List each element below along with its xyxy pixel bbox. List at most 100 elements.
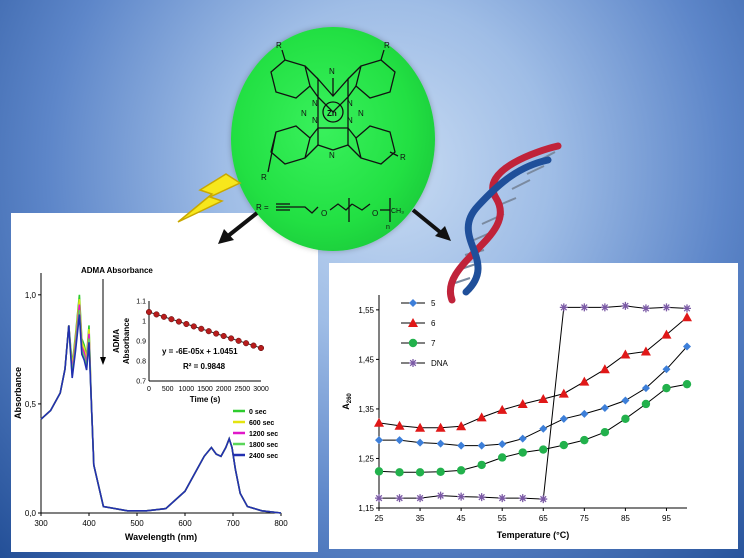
melt-point — [436, 439, 445, 448]
melt-point — [435, 422, 446, 432]
melt-series-line — [379, 346, 688, 447]
inset-y-axis-label: Absorbance — [122, 317, 131, 364]
dna-helix-icon — [446, 142, 562, 304]
melt-x-tick-label: 35 — [416, 514, 425, 523]
melt-point — [539, 495, 548, 504]
melt-y-tick-label: 1,35 — [358, 405, 374, 414]
arrow-left-icon — [218, 211, 259, 244]
o-label-1: O — [321, 209, 327, 218]
melt-point — [409, 299, 417, 307]
inset-x-tick-label: 2000 — [216, 386, 232, 393]
melt-x-axis-label: Temperature (°C) — [497, 530, 569, 540]
melt-y-tick-label: 1,15 — [358, 504, 374, 513]
inset-x-tick-label: 3000 — [253, 386, 269, 393]
melt-point — [416, 494, 425, 503]
melt-point — [408, 338, 418, 348]
melt-point — [600, 303, 609, 312]
inset-point — [235, 337, 242, 344]
melt-point — [375, 436, 383, 445]
inset-x-tick-label: 1000 — [179, 386, 195, 393]
melt-legend-label: DNA — [431, 359, 449, 368]
melt-x-tick-label: 85 — [621, 514, 630, 523]
substituent-prefix: R = — [256, 203, 269, 212]
inset-point — [183, 320, 190, 328]
abs-x-tick-label: 300 — [34, 519, 48, 528]
r-label-1: R — [276, 41, 282, 50]
melt-point — [374, 467, 384, 476]
absorbance-panel: 300 400 500 600 700 800 0,0 0,5 1,0 Wavelength (n… — [11, 213, 318, 552]
melt-series-line — [379, 305, 688, 500]
melt-point — [408, 318, 418, 327]
inset-fit-line — [148, 311, 262, 349]
melt-series-line — [378, 316, 688, 429]
n-label-2: N — [329, 151, 335, 160]
melt-x-tick-label: 65 — [539, 514, 548, 523]
inset-point — [190, 323, 197, 330]
melt-point — [661, 329, 672, 339]
n-label-4: N — [347, 99, 353, 108]
melt-point — [415, 422, 426, 432]
melt-series-line — [378, 383, 688, 473]
n-label-7: N — [301, 109, 307, 118]
adma-annotation: ADMA Absorbance — [81, 266, 153, 275]
fit-r-squared: R² = 0.9848 — [183, 362, 226, 371]
o-label-2: O — [372, 209, 378, 218]
melt-point — [640, 346, 651, 356]
melting-chart: 25 35 45 55 65 75 85 951,151,251,351,451,55Temp… — [341, 295, 692, 540]
melt-point — [621, 414, 630, 424]
melt-point — [579, 376, 590, 386]
melt-point — [600, 403, 609, 412]
abs-y-axis-label: Absorbance — [13, 367, 23, 419]
r-label-3: R — [261, 173, 267, 182]
n-label-8: N — [358, 109, 364, 118]
melt-point — [394, 420, 405, 430]
inset-y-tick-label: 0.9 — [136, 339, 146, 346]
melt-point — [395, 494, 404, 503]
molecule-ellipse — [231, 27, 435, 251]
melt-point — [416, 438, 425, 447]
inset-point — [250, 342, 257, 349]
melt-y-tick-label: 1,55 — [358, 306, 374, 315]
melt-point — [457, 441, 466, 450]
melt-point — [456, 421, 467, 431]
inset-y-tick-label: 1 — [142, 319, 146, 326]
inset-point — [220, 332, 227, 340]
abs-legend-label: 600 sec — [249, 420, 274, 427]
inset-y-tick-label: 0.8 — [136, 359, 146, 366]
melt-point — [662, 365, 671, 374]
melt-point — [662, 383, 671, 393]
inset-point — [168, 316, 175, 323]
n-label-6: N — [347, 116, 353, 125]
melt-point — [518, 448, 527, 457]
melt-x-tick-label: 95 — [662, 514, 671, 523]
melt-point — [409, 359, 417, 367]
decay-arrow-head — [100, 357, 106, 365]
inset-x-tick-label: 2500 — [235, 386, 251, 393]
inset-point — [145, 308, 153, 316]
melting-panel: 25 35 45 55 65 75 85 95 1,15 1,25 1,35 1,45 1,55 Temp… — [329, 263, 738, 549]
melt-point — [580, 435, 589, 445]
r-label-2: R — [384, 41, 390, 50]
melt-point — [517, 398, 528, 408]
arrow-right-icon — [411, 208, 451, 241]
r-label-4: R — [400, 153, 406, 162]
melt-point — [415, 468, 425, 477]
melt-point — [621, 396, 630, 405]
inset-point — [213, 330, 220, 337]
inset-point — [153, 311, 160, 318]
melt-point — [374, 417, 384, 427]
melt-point — [559, 414, 568, 423]
melt-point — [539, 424, 548, 433]
abs-legend-label: 1200 sec — [249, 431, 278, 438]
inset-y-tick-label: 1.1 — [136, 299, 146, 306]
inset-point — [160, 313, 167, 320]
melt-y-tick-label: 1,25 — [358, 454, 374, 463]
melt-point — [683, 342, 691, 351]
melt-point — [682, 312, 692, 322]
abs-x-axis-label: Wavelength (nm) — [125, 532, 197, 542]
melt-point — [641, 399, 651, 409]
abs-legend-label: 0 sec — [249, 409, 267, 416]
lightning-bolt-icon — [177, 173, 242, 223]
